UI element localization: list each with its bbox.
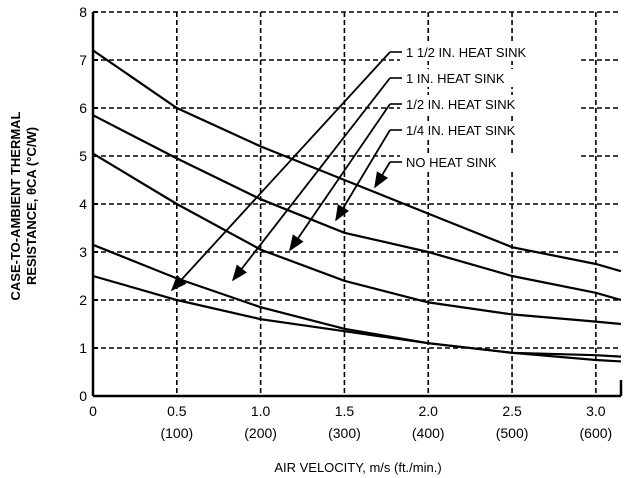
y-tick-label: 5 (79, 148, 87, 164)
x-tick-sublabel: (200) (244, 425, 277, 441)
y-tick-label: 4 (79, 196, 87, 212)
y-tick-label: 0 (79, 388, 87, 404)
legend-bg (400, 43, 578, 61)
y-axis-title-line1: CASE-TO-AMBIENT THERMAL (8, 111, 23, 300)
x-tick-label: 3.0 (586, 403, 606, 419)
x-tick-label: 2.0 (419, 403, 439, 419)
legend-bg (400, 95, 578, 113)
series-lines (92, 49, 622, 363)
legend-arrow (289, 103, 391, 252)
x-tick-label: 0.5 (167, 403, 187, 419)
legend-bg (400, 153, 578, 171)
x-tick-sublabel: (300) (328, 425, 361, 441)
legend-label: 1/4 IN. HEAT SINK (406, 123, 516, 138)
series-line-3 (92, 152, 622, 326)
y-tick-label: 6 (79, 100, 87, 116)
x-tick-sublabel: (100) (160, 425, 193, 441)
y-tick-label: 2 (79, 292, 87, 308)
y-axis-title-line2: RESISTANCE, θCA (°C/W) (24, 127, 39, 285)
series-line-2 (92, 114, 622, 302)
x-tick-label: 2.5 (502, 403, 522, 419)
series-line-5 (92, 274, 622, 363)
y-tick-label: 7 (79, 52, 87, 68)
y-tick-label: 3 (79, 244, 87, 260)
x-tick-label: 1.0 (251, 403, 271, 419)
legend-label: 1/2 IN. HEAT SINK (406, 97, 516, 112)
legend-label: NO HEAT SINK (406, 155, 497, 170)
legend-label: 1 1/2 IN. HEAT SINK (406, 45, 527, 60)
x-tick-sublabel: (400) (412, 425, 445, 441)
x-tick-label: 1.5 (335, 403, 355, 419)
tick-labels: 0 1 2 3 4 5 6 7 8 0 0.5 (100) 1.0 (200) 1.5 (300) 2.0 (40… (79, 4, 612, 441)
legend-arrow (170, 51, 391, 292)
y-tick-label: 8 (79, 4, 87, 20)
x-tick-sublabel: (500) (496, 425, 529, 441)
legend-arrow (374, 161, 391, 189)
x-axis-title: AIR VELOCITY, m/s (ft./min.) (274, 460, 441, 475)
legend: 1 1/2 IN. HEAT SINK 1 IN. HEAT SINK 1/2 IN… (170, 43, 578, 292)
legend-arrow (335, 129, 391, 222)
x-tick-sublabel: (600) (580, 425, 613, 441)
y-tick-label: 1 (79, 340, 87, 356)
series-line-1 (92, 49, 622, 273)
y-axis-title: CASE-TO-AMBIENT THERMAL RESISTANCE, θCA … (8, 111, 39, 300)
legend-bg (400, 121, 578, 139)
legend-label: 1 IN. HEAT SINK (406, 71, 505, 86)
legend-arrow (232, 77, 391, 282)
legend-bg (400, 69, 578, 87)
x-tick-label: 0 (89, 403, 97, 419)
